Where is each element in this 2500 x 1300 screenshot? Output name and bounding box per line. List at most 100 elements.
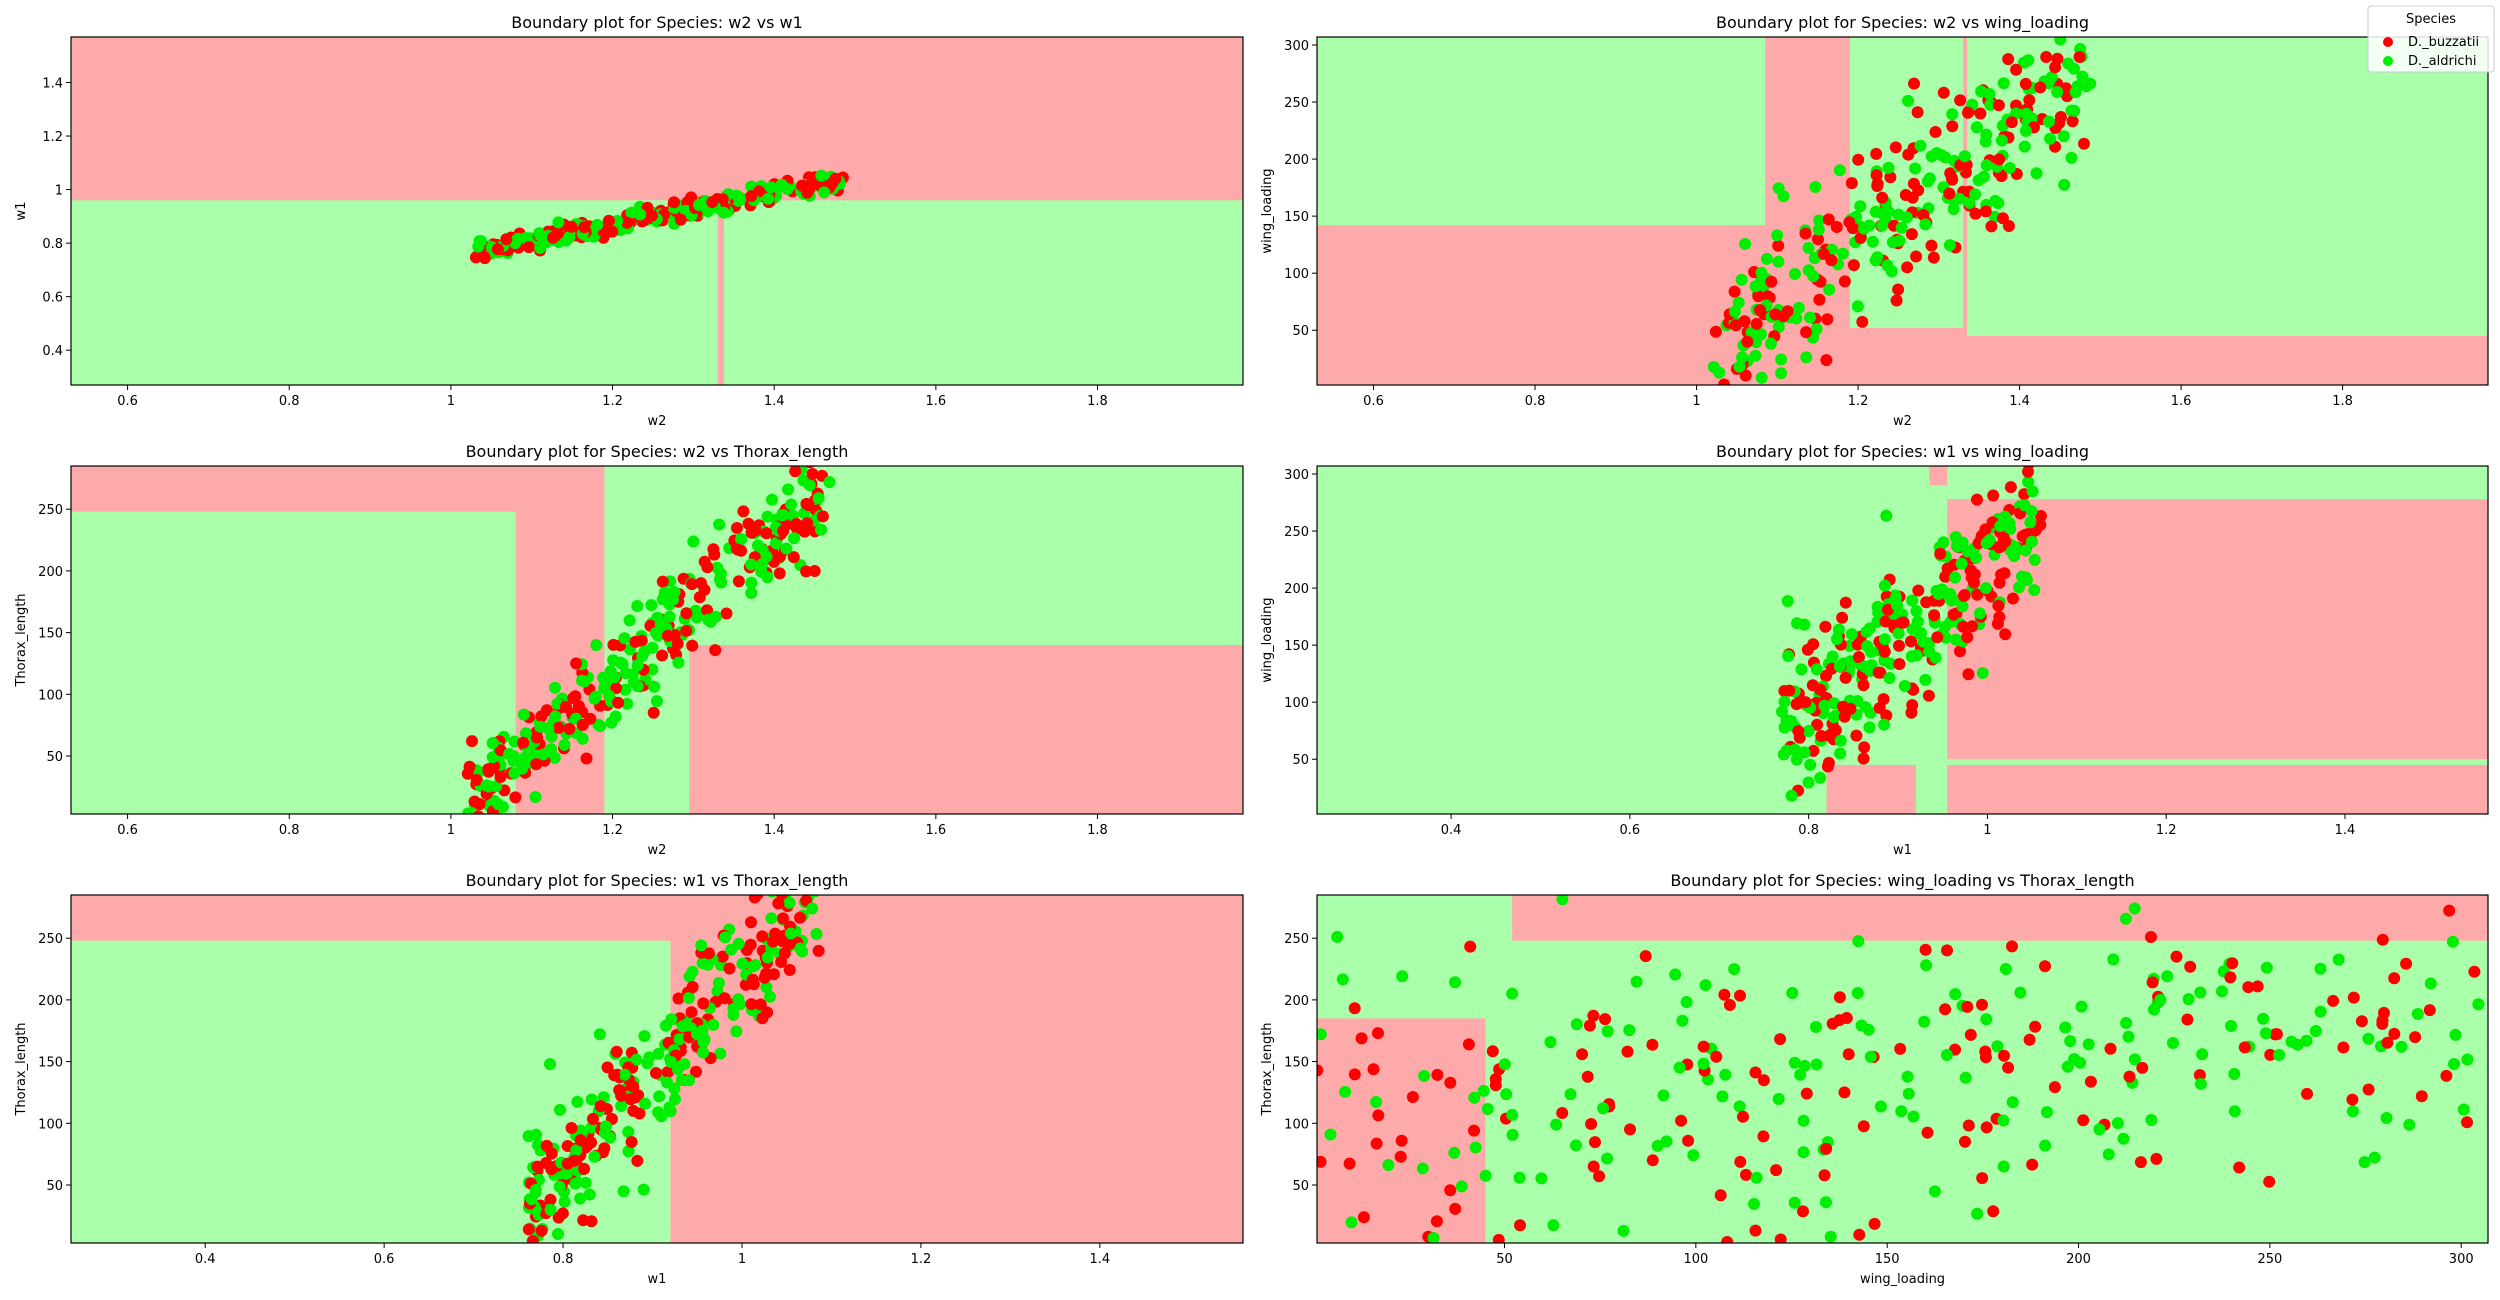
- subplot-title: Boundary plot for Species: w1 vs wing_lo…: [1716, 442, 2089, 462]
- point-aldrichi: [2042, 115, 2055, 128]
- point-buzzatii: [1783, 816, 1795, 828]
- point-aldrichi: [1970, 121, 1983, 134]
- point-buzzatii: [745, 916, 757, 929]
- point-aldrichi: [1827, 711, 1840, 724]
- point-aldrichi: [783, 896, 796, 909]
- point-aldrichi: [1733, 360, 1746, 373]
- point-buzzatii: [2343, 846, 2355, 858]
- point-buzzatii: [602, 214, 615, 227]
- point-buzzatii: [535, 710, 548, 723]
- x-tick-label: 1: [738, 1252, 746, 1267]
- point-aldrichi: [645, 599, 658, 612]
- point-aldrichi: [2424, 977, 2437, 990]
- point-buzzatii: [2010, 63, 2023, 76]
- point-buzzatii: [2238, 1041, 2251, 1054]
- point-aldrichi: [1699, 979, 1712, 992]
- point-aldrichi: [605, 716, 618, 729]
- point-buzzatii: [1431, 1068, 1444, 1081]
- point-buzzatii: [1890, 294, 1903, 307]
- point-aldrichi: [1996, 119, 2009, 132]
- axes-frame: [70, 36, 1244, 386]
- point-aldrichi: [653, 1090, 666, 1103]
- point-aldrichi: [563, 231, 576, 243]
- point-buzzatii: [472, 810, 484, 814]
- point-buzzatii: [645, 209, 658, 222]
- point-aldrichi: [1795, 663, 1808, 676]
- point-aldrichi: [1564, 1088, 1577, 1101]
- point-buzzatii: [1958, 589, 1970, 602]
- point-buzzatii: [1709, 325, 1722, 338]
- point-aldrichi: [503, 748, 516, 760]
- decision-region-buzzatii: [1826, 764, 1916, 814]
- point-aldrichi: [1550, 1118, 1563, 1131]
- point-buzzatii: [2193, 1069, 2206, 1082]
- point-aldrichi: [1719, 1068, 1732, 1081]
- point-buzzatii: [680, 607, 693, 620]
- point-aldrichi: [1919, 673, 1932, 686]
- point-aldrichi: [1750, 1171, 1763, 1184]
- point-aldrichi: [621, 697, 634, 710]
- point-buzzatii: [1335, 1262, 1347, 1274]
- x-tick-label: 50: [1496, 1252, 1513, 1267]
- point-buzzatii: [1878, 645, 1891, 658]
- point-buzzatii: [1998, 567, 2011, 580]
- point-aldrichi: [574, 1124, 587, 1137]
- scatter-points: [522, 843, 825, 1243]
- point-buzzatii: [800, 843, 812, 855]
- point-buzzatii: [1394, 1150, 1407, 1163]
- subplot-4: 0.4 0.6 0.8 1 1.2 1.4 50 100 150 200 250 300 Boundar…: [1260, 442, 2489, 858]
- point-buzzatii: [580, 752, 593, 765]
- point-aldrichi: [1869, 254, 1882, 267]
- point-buzzatii: [1968, 568, 1981, 581]
- point-buzzatii: [2277, 837, 2289, 849]
- x-tick-label: 1.2: [602, 394, 623, 409]
- point-buzzatii: [1999, 628, 2012, 641]
- point-buzzatii: [1752, 290, 1765, 303]
- point-aldrichi: [2314, 1005, 2327, 1018]
- point-buzzatii: [615, 1089, 628, 1102]
- point-aldrichi: [588, 1150, 601, 1163]
- point-buzzatii: [2039, 960, 2051, 973]
- point-aldrichi: [736, 957, 749, 970]
- point-aldrichi: [2065, 151, 2078, 164]
- x-axis-label: wing_loading: [1860, 1272, 1945, 1287]
- point-buzzatii: [627, 1104, 640, 1117]
- point-buzzatii: [1621, 1045, 1634, 1058]
- point-buzzatii: [1593, 1170, 1606, 1183]
- point-aldrichi: [1324, 1128, 1337, 1141]
- point-buzzatii: [556, 1207, 569, 1220]
- point-aldrichi: [2022, 475, 2035, 488]
- point-aldrichi: [803, 479, 816, 492]
- point-buzzatii: [656, 575, 669, 588]
- point-buzzatii: [1905, 635, 1917, 648]
- point-aldrichi: [2093, 1123, 2106, 1136]
- point-buzzatii: [1774, 1033, 1787, 1046]
- point-aldrichi: [1947, 203, 1960, 215]
- decision-region-buzzatii: [1850, 327, 1964, 336]
- decision-region-aldrichi: [1317, 466, 1930, 814]
- point-buzzatii: [1931, 631, 1944, 644]
- point-aldrichi: [2057, 130, 2070, 143]
- point-aldrichi: [1808, 252, 1821, 265]
- point-aldrichi: [1739, 238, 1752, 250]
- point-buzzatii: [2136, 1061, 2149, 1074]
- point-aldrichi: [558, 1195, 571, 1208]
- point-buzzatii: [1372, 1109, 1385, 1122]
- point-buzzatii: [1925, 239, 1938, 252]
- legend-marker-aldrichi: [2383, 56, 2393, 66]
- point-aldrichi: [714, 1047, 727, 1060]
- point-aldrichi: [1776, 705, 1788, 718]
- y-axis-label: Thorax_length: [1260, 1022, 1275, 1116]
- point-buzzatii: [1820, 354, 1833, 367]
- point-aldrichi: [2039, 1139, 2052, 1152]
- point-buzzatii: [2084, 1075, 2097, 1088]
- point-aldrichi: [665, 1013, 678, 1026]
- point-aldrichi: [2128, 902, 2141, 915]
- point-buzzatii: [587, 1112, 599, 1125]
- y-tick-label: 250: [38, 503, 63, 518]
- point-aldrichi: [745, 587, 758, 599]
- point-aldrichi: [658, 586, 671, 599]
- point-buzzatii: [647, 706, 660, 719]
- point-buzzatii: [1857, 1120, 1870, 1133]
- point-aldrichi: [1736, 351, 1748, 364]
